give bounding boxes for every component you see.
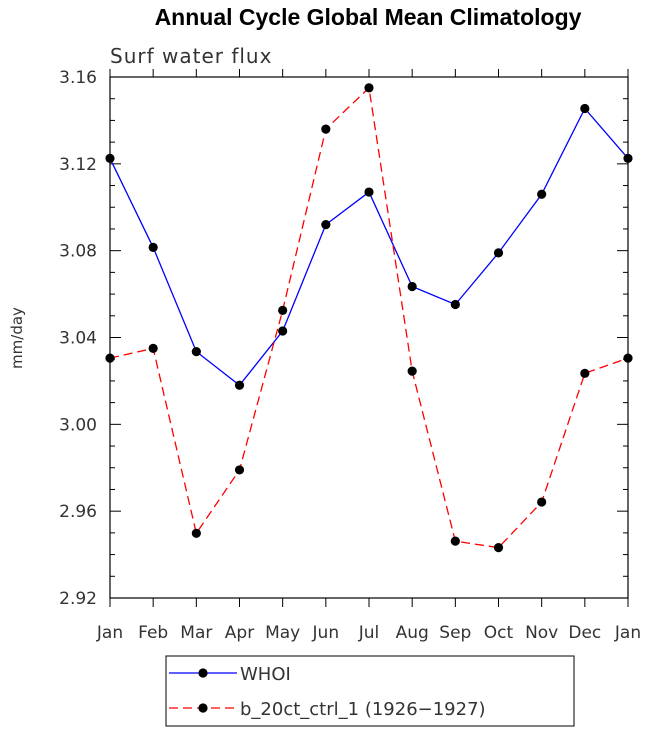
data-point-series-1 [321,124,331,134]
series-lines [109,86,629,549]
x-tick-label: Feb [138,623,168,643]
x-tick-label: Jul [358,623,380,643]
data-point-series-1 [105,353,115,363]
data-point-series-1 [364,83,374,93]
x-tick-label: May [265,623,300,643]
x-tick-label: Jun [312,623,340,643]
x-tick-label: Sep [439,623,471,643]
data-point-series-1 [407,366,417,376]
y-tick-label: 3.08 [59,242,97,262]
legend-box [165,655,575,727]
data-point-series-1 [580,368,590,378]
y-tick-label: 3.00 [59,415,97,435]
y-tick-label: 3.16 [59,68,97,88]
data-point-series-0 [493,248,504,258]
series-points [105,83,633,553]
axes: 2.92 2.96 3.00 3.04 3.08 3.12 3.16 Jan Feb Mar Apr… [59,68,641,643]
data-point-series-0 [105,153,115,164]
series-line-0 [109,107,629,387]
data-point-series-1 [234,465,245,475]
data-point-series-1 [278,305,288,315]
y-tick-label: 3.12 [59,155,97,175]
data-point-series-0 [537,189,547,199]
chart-subtitle: Surf water flux [110,44,272,68]
legend-label-ctrl: b_20ct_ctrl_1 (1926−1927) [240,699,486,720]
x-tick-label: Dec [568,623,601,643]
data-point-series-0 [407,281,417,292]
data-point-series-1 [493,543,504,553]
data-point-series-0 [278,326,288,336]
x-tick-label: Jan [96,623,123,643]
data-point-series-1 [537,497,547,507]
data-point-series-1 [191,528,201,538]
data-point-series-0 [191,347,201,357]
data-point-series-1 [623,353,633,363]
data-point-series-1 [450,536,460,546]
x-tick-label: Jan [614,623,641,643]
data-point-series-0 [148,242,158,253]
data-point-series-0 [234,380,245,390]
data-point-series-0 [450,299,460,310]
y-tick-label: 2.96 [59,502,97,522]
legend-label-whoi: WHOI [240,664,291,685]
x-tick-label: Apr [225,623,254,643]
legend-marker-ctrl [198,703,208,713]
x-tick-label: Oct [484,623,514,643]
data-point-series-0 [580,103,590,114]
chart-title: Annual Cycle Global Mean Climatology [155,4,582,30]
data-point-series-1 [148,343,158,353]
y-axis-label: mm/day [8,307,26,369]
y-tick-label: 3.04 [59,329,97,349]
data-point-series-0 [623,153,633,164]
x-tick-label: Nov [525,623,558,643]
x-tick-label: Aug [396,623,429,643]
y-tick-label: 2.92 [59,589,97,609]
data-point-series-0 [364,187,374,197]
legend-marker-whoi [198,668,208,678]
series-line-1 [109,86,629,549]
data-point-series-0 [321,220,331,230]
x-tick-label: Mar [180,623,212,643]
plot-frame [109,76,629,599]
